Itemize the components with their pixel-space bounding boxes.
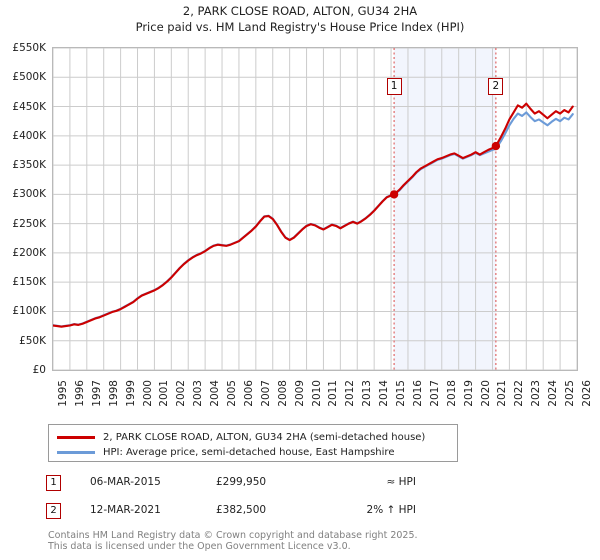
plot-area bbox=[52, 47, 578, 371]
footer-attribution: Contains HM Land Registry data © Crown c… bbox=[48, 530, 568, 552]
transaction-date-2: 12-MAR-2021 bbox=[90, 504, 161, 516]
y-axis-tick-label: £50K bbox=[19, 334, 46, 347]
chart-title: 2, PARK CLOSE ROAD, ALTON, GU34 2HA bbox=[182, 4, 418, 18]
x-axis-tick-label: 2023 bbox=[530, 380, 543, 407]
y-axis-tick-label: £100K bbox=[12, 305, 46, 318]
x-axis-tick-label: 2019 bbox=[462, 380, 475, 407]
chart-subtitle: Price paid vs. HM Land Registry's House … bbox=[135, 20, 465, 34]
chart-container: £0 £50K £100K £150K £200K £250K £300K £350K £400… bbox=[0, 40, 600, 407]
y-axis-tick-label: £500K bbox=[12, 71, 46, 84]
x-axis-tick-label: 1999 bbox=[124, 380, 137, 407]
y-axis-tick-label: £450K bbox=[12, 100, 46, 113]
x-axis-tick-label: 2004 bbox=[209, 380, 222, 407]
x-axis-tick-label: 2008 bbox=[276, 380, 289, 407]
x-axis-tick-label: 1995 bbox=[57, 380, 69, 407]
x-axis-tick-label: 2024 bbox=[547, 380, 560, 407]
y-axis-tick-label: £150K bbox=[12, 276, 46, 289]
transaction-date-1: 06-MAR-2015 bbox=[90, 476, 161, 488]
y-axis-tick-label: £350K bbox=[12, 159, 46, 172]
legend-item-hpi: HPI: Average price, semi-detached house,… bbox=[55, 445, 451, 459]
x-axis-tick-label: 2016 bbox=[411, 380, 424, 407]
footer-line-2: This data is licensed under the Open Gov… bbox=[48, 541, 351, 552]
x-axis-tick-label: 2010 bbox=[310, 380, 323, 407]
event-marker-box-2[interactable]: 2 bbox=[488, 78, 504, 95]
x-axis-tick-label: 2003 bbox=[192, 380, 205, 407]
x-axis-tick-label: 2026 bbox=[581, 380, 593, 407]
chart-legend: 2, PARK CLOSE ROAD, ALTON, GU34 2HA (sem… bbox=[48, 424, 458, 462]
legend-item-price-paid: 2, PARK CLOSE ROAD, ALTON, GU34 2HA (sem… bbox=[55, 430, 451, 444]
x-axis-tick-label: 2005 bbox=[226, 380, 239, 407]
y-axis-tick-label: £550K bbox=[12, 42, 46, 54]
transaction-row-1[interactable]: 1 06-MAR-2015 £299,950 ≈ HPI bbox=[46, 474, 466, 494]
transaction-index-2: 2 bbox=[46, 503, 61, 519]
x-axis-tick-label: 2006 bbox=[242, 380, 255, 407]
y-axis-tick-label: £300K bbox=[12, 188, 46, 201]
footer-line-1: Contains HM Land Registry data © Crown c… bbox=[48, 530, 418, 541]
x-axis-tick-label: 2007 bbox=[259, 380, 272, 407]
x-axis-tick-label: 2018 bbox=[445, 380, 458, 407]
x-axis-tick-label: 2002 bbox=[175, 380, 188, 407]
transaction-price-1: £299,950 bbox=[216, 476, 267, 488]
transaction-index-1: 1 bbox=[46, 475, 61, 491]
transaction-hpi-delta-1: ≈ HPI bbox=[386, 476, 416, 488]
legend-label-hpi: HPI: Average price, semi-detached house,… bbox=[103, 446, 395, 458]
transaction-price-2: £382,500 bbox=[216, 504, 267, 516]
chart-svg bbox=[53, 48, 577, 370]
transaction-hpi-delta-2: 2% ↑ HPI bbox=[366, 504, 416, 516]
y-axis-tick-label: £400K bbox=[12, 129, 46, 142]
legend-swatch-hpi bbox=[57, 450, 95, 454]
x-axis-tick-label: 2015 bbox=[395, 380, 408, 407]
x-axis-tick-label: 2013 bbox=[361, 380, 374, 407]
transaction-row-2[interactable]: 2 12-MAR-2021 £382,500 2% ↑ HPI bbox=[46, 502, 466, 522]
x-axis-tick-label: 2022 bbox=[513, 380, 526, 407]
y-axis-tick-label: £0 bbox=[32, 364, 46, 376]
x-axis-labels: 1995 1996 1997 1998 1999 2000 2001 2002 2003 2004… bbox=[52, 378, 593, 424]
x-axis-tick-label: 2012 bbox=[344, 380, 357, 407]
x-axis-tick-label: 2011 bbox=[327, 380, 340, 407]
event-marker-box-1[interactable]: 1 bbox=[386, 78, 402, 95]
legend-label-price-paid: 2, PARK CLOSE ROAD, ALTON, GU34 2HA (sem… bbox=[103, 431, 426, 443]
y-axis-labels: £0 £50K £100K £150K £200K £250K £300K £350K £400… bbox=[0, 40, 50, 380]
x-axis-tick-label: 2009 bbox=[293, 380, 306, 407]
x-axis-tick-label: 2014 bbox=[378, 380, 391, 407]
x-axis-tick-label: 2021 bbox=[496, 380, 509, 407]
y-axis-tick-label: £250K bbox=[12, 217, 46, 230]
x-axis-tick-label: 2000 bbox=[141, 380, 154, 407]
x-axis-tick-label: 2020 bbox=[479, 380, 492, 407]
page-title: 2, PARK CLOSE ROAD, ALTON, GU34 2HA Pric… bbox=[0, 3, 600, 35]
x-axis-tick-label: 1998 bbox=[107, 380, 120, 407]
x-axis-tick-label: 1997 bbox=[90, 380, 103, 407]
x-axis-tick-label: 2017 bbox=[428, 380, 441, 407]
x-axis-tick-label: 2001 bbox=[158, 380, 171, 407]
x-axis-tick-label: 2025 bbox=[564, 380, 577, 407]
y-axis-tick-label: £200K bbox=[12, 246, 46, 259]
x-axis-tick-label: 1996 bbox=[73, 380, 86, 407]
legend-swatch-price-paid bbox=[57, 435, 95, 439]
